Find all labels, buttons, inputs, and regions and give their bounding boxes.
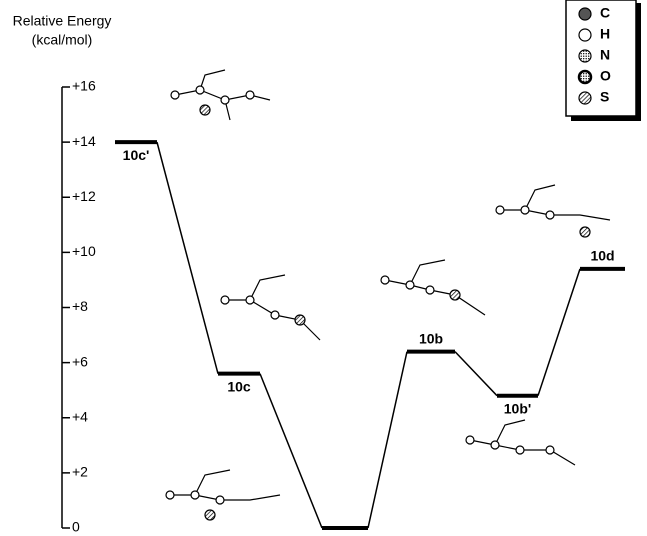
- y-tick-label: +6: [72, 353, 88, 369]
- y-tick-label: +10: [72, 243, 96, 259]
- connector: [157, 142, 218, 374]
- y-tick-label: +4: [72, 408, 88, 424]
- connector: [538, 269, 580, 396]
- molecules: [166, 70, 610, 520]
- y-tick-label: +2: [72, 464, 88, 480]
- y-tick-label: +12: [72, 188, 96, 204]
- axis-title: (kcal/mol): [32, 32, 93, 48]
- level-label: 10c': [123, 147, 150, 163]
- level-label: 10c: [227, 378, 251, 394]
- y-tick-label: +14: [72, 133, 96, 149]
- connector: [260, 374, 322, 528]
- legend-symbol: [579, 29, 591, 41]
- y-tick-label: +8: [72, 298, 88, 314]
- connector: [368, 352, 407, 528]
- chart: Relative Energy (kcal/mol) 0 +2 +4 +6 +8 +10 +…: [0, 0, 647, 536]
- legend-symbol: [579, 71, 591, 83]
- legend-label: S: [600, 89, 609, 105]
- legend-symbol: [579, 8, 591, 20]
- level-label: 10b: [419, 330, 443, 346]
- legend-symbol: [579, 92, 591, 104]
- y-tick-label: 0: [72, 519, 80, 535]
- page: {"chart_data": {"type": "energy-diagram"…: [0, 0, 647, 536]
- legend-symbol: [579, 50, 591, 62]
- y-tick-label: +16: [72, 78, 96, 94]
- connector: [455, 352, 497, 396]
- axis-title: Relative Energy: [13, 13, 112, 29]
- legend-label: N: [600, 47, 610, 63]
- legend-label: O: [600, 68, 611, 84]
- level-label: 10d: [590, 248, 614, 264]
- level-label: 10b': [504, 400, 531, 416]
- legend-label: C: [600, 5, 610, 21]
- legend-label: H: [600, 26, 610, 42]
